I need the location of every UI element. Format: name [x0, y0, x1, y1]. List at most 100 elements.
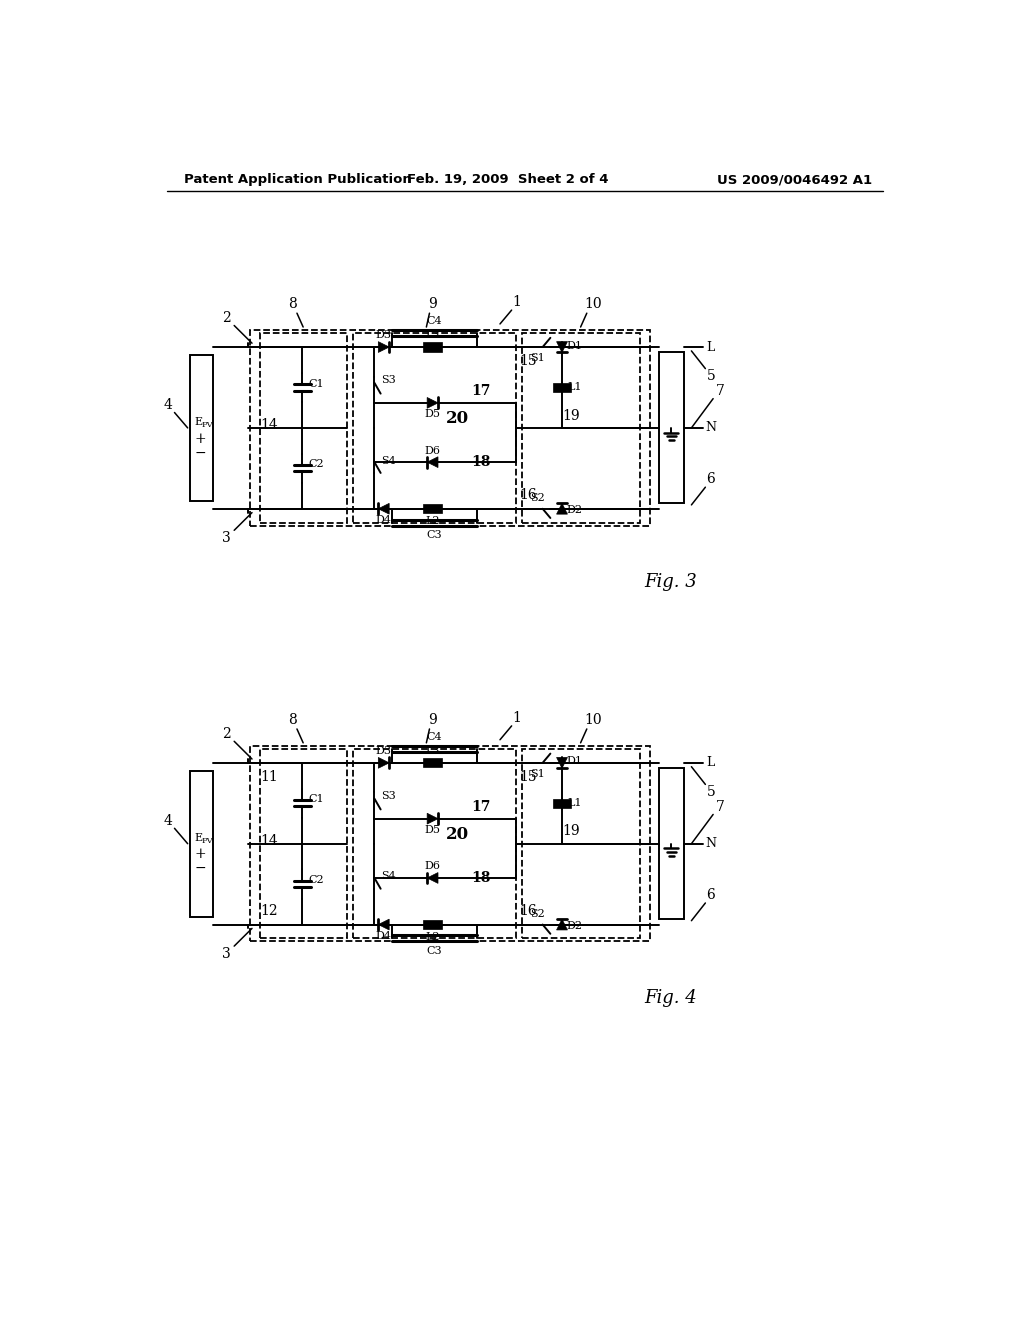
Text: US 2009/0046492 A1: US 2009/0046492 A1 — [717, 173, 872, 186]
Text: 12: 12 — [260, 904, 278, 917]
Text: PV: PV — [202, 837, 213, 845]
Text: PV: PV — [202, 421, 213, 429]
Text: 14: 14 — [260, 834, 278, 847]
Text: D3: D3 — [376, 746, 392, 756]
Text: 8: 8 — [288, 297, 297, 312]
Text: L1: L1 — [567, 383, 582, 392]
Polygon shape — [557, 919, 567, 929]
Text: 1: 1 — [513, 711, 521, 725]
Text: C3: C3 — [426, 529, 442, 540]
Bar — [658, 768, 684, 919]
Text: S2: S2 — [529, 492, 545, 503]
Bar — [260, 333, 346, 523]
Bar — [423, 920, 442, 929]
Text: 10: 10 — [584, 297, 602, 312]
Text: 9: 9 — [428, 713, 437, 727]
Text: S4: S4 — [381, 455, 395, 466]
Text: 17: 17 — [471, 384, 490, 399]
Text: +: + — [195, 432, 206, 446]
Text: 4: 4 — [164, 397, 173, 412]
Text: E: E — [195, 833, 203, 842]
Text: +: + — [195, 847, 206, 862]
Text: 7: 7 — [716, 800, 725, 813]
Bar — [352, 748, 515, 939]
Text: 4: 4 — [164, 813, 173, 828]
Text: C2: C2 — [308, 459, 325, 470]
Text: L: L — [707, 341, 715, 354]
Text: 19: 19 — [562, 825, 581, 838]
Text: 6: 6 — [707, 473, 715, 487]
Text: 9: 9 — [428, 297, 437, 312]
Text: −: − — [195, 862, 206, 875]
Polygon shape — [378, 758, 389, 768]
Text: 17: 17 — [471, 800, 490, 814]
Text: 15: 15 — [519, 354, 537, 368]
Text: L1: L1 — [567, 799, 582, 808]
Text: 8: 8 — [288, 713, 297, 727]
Text: 19: 19 — [562, 409, 581, 422]
Text: E: E — [195, 417, 203, 426]
Text: S3: S3 — [381, 791, 395, 800]
Bar — [658, 352, 684, 503]
Text: S1: S1 — [529, 352, 545, 363]
Text: D4: D4 — [376, 515, 392, 525]
Text: D1: D1 — [566, 756, 583, 767]
Text: 11: 11 — [260, 770, 278, 784]
Text: S1: S1 — [529, 768, 545, 779]
Text: C4: C4 — [426, 315, 442, 326]
Text: 5: 5 — [707, 785, 715, 799]
Text: Fig. 4: Fig. 4 — [644, 989, 697, 1007]
Bar — [521, 748, 640, 939]
Text: N: N — [706, 421, 717, 434]
Text: 18: 18 — [471, 871, 490, 884]
Text: D2: D2 — [566, 921, 583, 931]
Text: 16: 16 — [519, 904, 537, 917]
Polygon shape — [378, 919, 389, 929]
Bar — [423, 504, 442, 513]
Bar — [521, 333, 640, 523]
Text: 20: 20 — [445, 826, 469, 843]
Text: D3: D3 — [376, 330, 392, 341]
Bar — [554, 383, 570, 392]
Text: 14: 14 — [260, 418, 278, 432]
Polygon shape — [427, 873, 438, 883]
Polygon shape — [378, 342, 389, 352]
Text: 5: 5 — [707, 370, 715, 383]
Text: 2: 2 — [222, 310, 230, 325]
Text: N: N — [706, 837, 717, 850]
Text: C2: C2 — [308, 875, 325, 886]
Polygon shape — [557, 342, 567, 352]
Bar — [352, 333, 515, 523]
Text: Patent Application Publication: Patent Application Publication — [183, 173, 412, 186]
Text: D5: D5 — [425, 825, 440, 836]
Text: D5: D5 — [425, 409, 440, 420]
Bar — [423, 342, 442, 351]
Text: 18: 18 — [471, 455, 490, 469]
Text: D4: D4 — [376, 931, 392, 941]
Text: 3: 3 — [222, 531, 230, 545]
Text: C1: C1 — [308, 379, 325, 388]
Text: L: L — [707, 756, 715, 770]
Polygon shape — [557, 503, 567, 515]
Bar — [251, 746, 649, 941]
Bar — [190, 355, 213, 502]
Text: 10: 10 — [584, 713, 602, 727]
Text: C3: C3 — [426, 945, 442, 956]
Text: 7: 7 — [716, 384, 725, 397]
Bar — [554, 799, 570, 808]
Text: C4: C4 — [426, 731, 442, 742]
Bar — [423, 758, 442, 767]
Polygon shape — [427, 813, 438, 824]
Text: C1: C1 — [308, 795, 325, 804]
Text: Fig. 3: Fig. 3 — [644, 573, 697, 591]
Text: L3: L3 — [425, 330, 440, 339]
Polygon shape — [557, 758, 567, 768]
Text: S2: S2 — [529, 908, 545, 919]
Text: D2: D2 — [566, 506, 583, 515]
Text: D6: D6 — [425, 862, 440, 871]
Text: L3: L3 — [425, 746, 440, 755]
Text: 16: 16 — [519, 488, 537, 502]
Text: D6: D6 — [425, 446, 440, 455]
Polygon shape — [427, 397, 438, 408]
Text: 6: 6 — [707, 888, 715, 903]
